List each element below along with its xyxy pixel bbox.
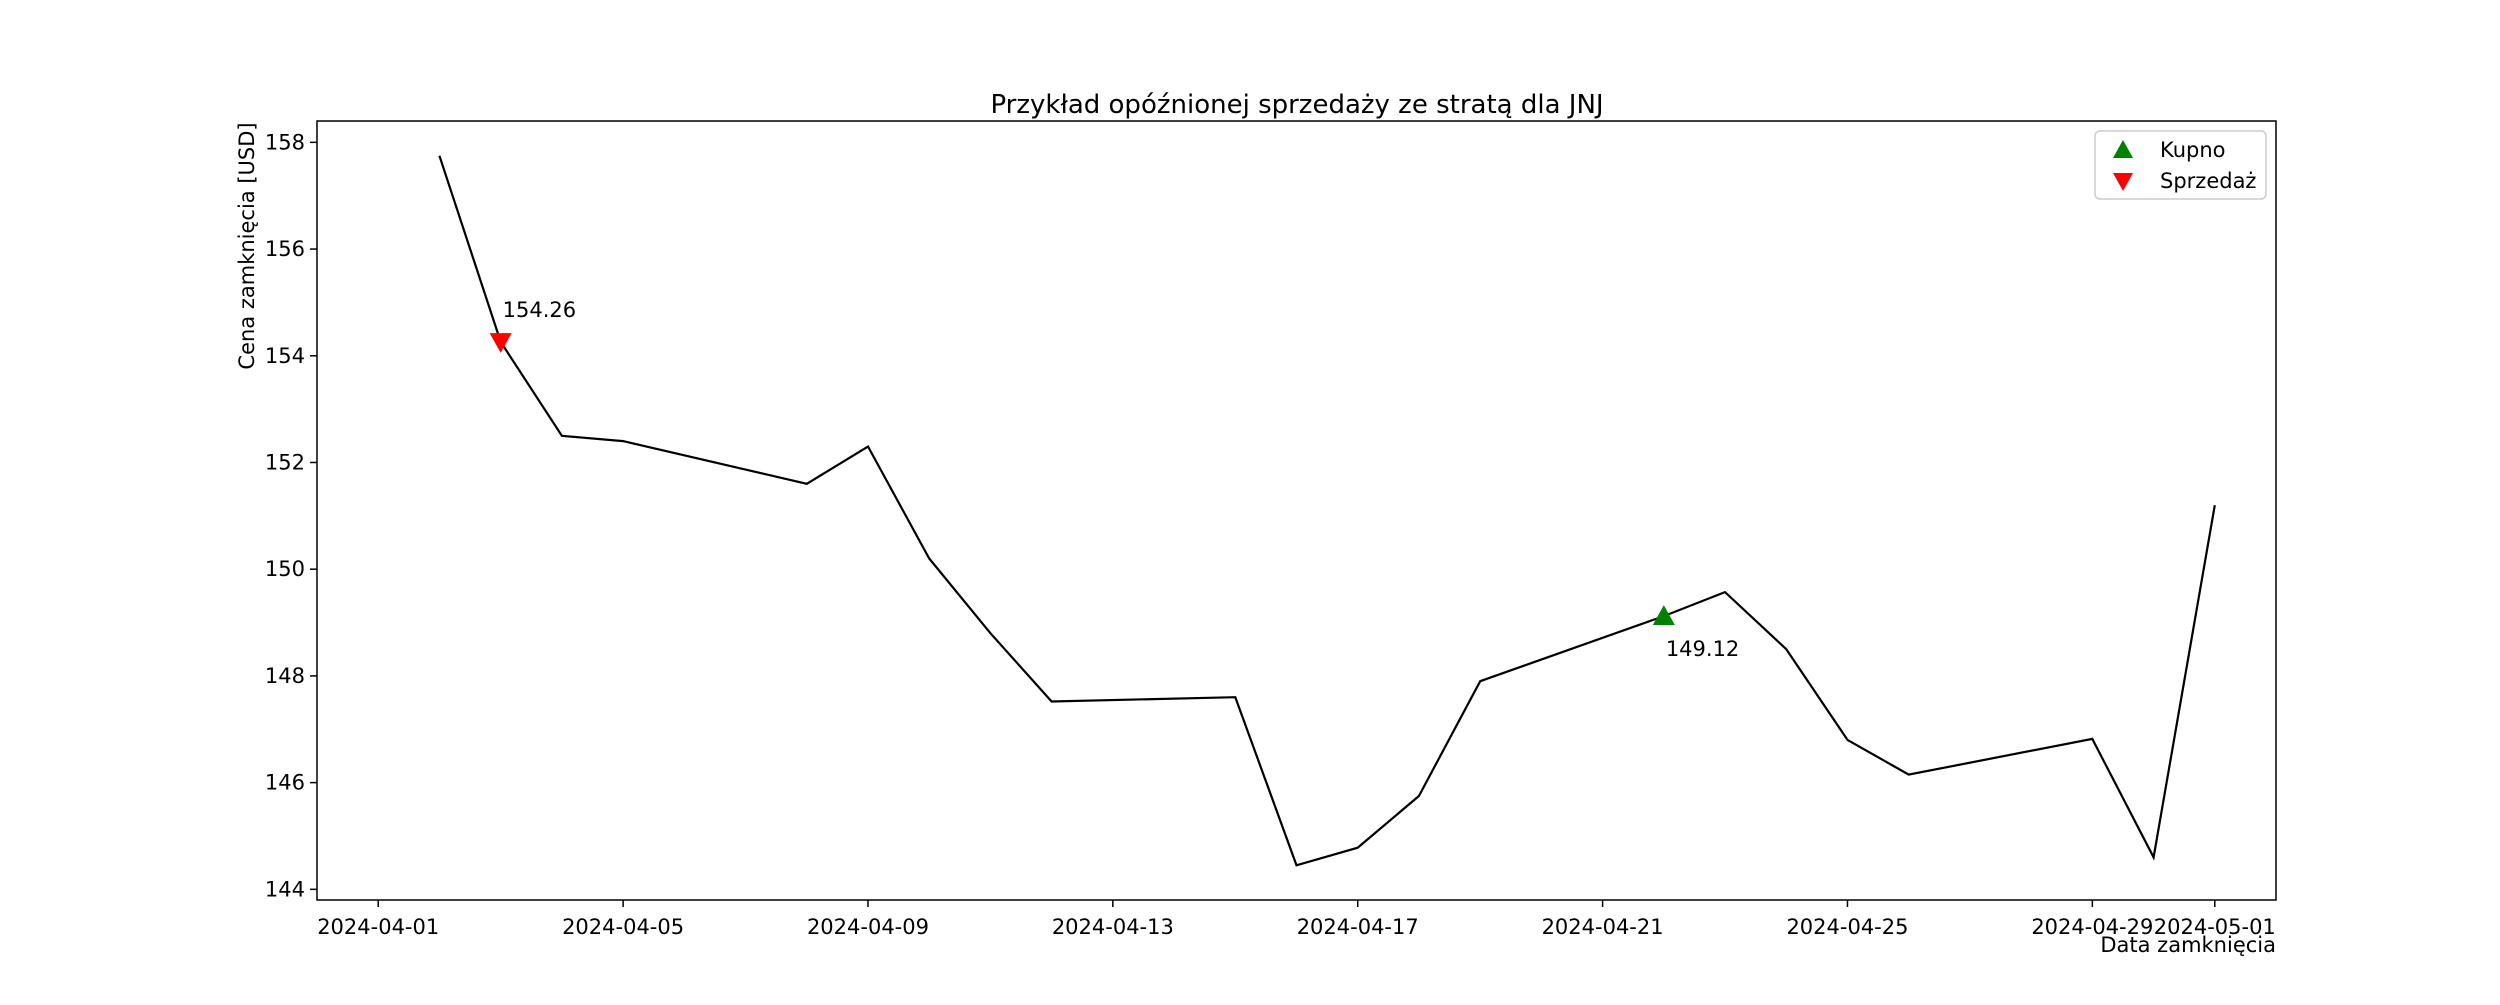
plot-area: 144 146 148 150 152 154 156 158 2024-04-01 2024-0… xyxy=(265,120,2277,939)
legend-swatch xyxy=(2113,140,2133,158)
chart-title: Przykład opóźnionej sprzedaży ze stratą … xyxy=(990,90,1603,120)
x-tick-label: 2024-04-01 xyxy=(317,915,439,939)
y-tick-label: 156 xyxy=(265,237,305,261)
y-tick-label: 144 xyxy=(265,877,305,901)
legend-box xyxy=(2094,130,2267,200)
y-axis-label: Cena zamknięcia [USD] xyxy=(235,122,259,369)
x-tick-label: 2024-04-29 xyxy=(2031,915,2153,939)
y-tick-label: 148 xyxy=(265,664,305,688)
y-tick-label: 152 xyxy=(265,450,305,474)
price-series-line xyxy=(438,155,2216,867)
sell-price-annotation: 154.26 xyxy=(503,298,576,322)
x-tick-label: 2024-04-13 xyxy=(1052,915,1174,939)
x-tick-label: 2024-04-21 xyxy=(1542,915,1664,939)
legend-label: Kupno xyxy=(2160,138,2226,162)
y-tick-label: 154 xyxy=(265,344,305,368)
y-tick-label: 158 xyxy=(265,130,305,154)
x-tick-label: 2024-04-17 xyxy=(1297,915,1419,939)
x-tick-label: 2024-05-01 xyxy=(2154,915,2276,939)
legend-swatch xyxy=(2113,173,2133,191)
buy-price-annotation: 149.12 xyxy=(1666,637,1739,661)
x-axis-label: Data zamknięcia xyxy=(2100,933,2276,957)
x-tick-label: 2024-04-25 xyxy=(1786,915,1908,939)
x-tick-label: 2024-04-09 xyxy=(807,915,929,939)
buy-marker xyxy=(1652,605,1675,625)
x-tick-label: 2024-04-05 xyxy=(562,915,684,939)
y-tick-label: 150 xyxy=(265,557,305,581)
plot-frame xyxy=(316,120,2277,901)
legend-label: Sprzedaż xyxy=(2160,169,2256,193)
y-tick-label: 146 xyxy=(265,771,305,795)
sell-marker xyxy=(489,333,512,353)
